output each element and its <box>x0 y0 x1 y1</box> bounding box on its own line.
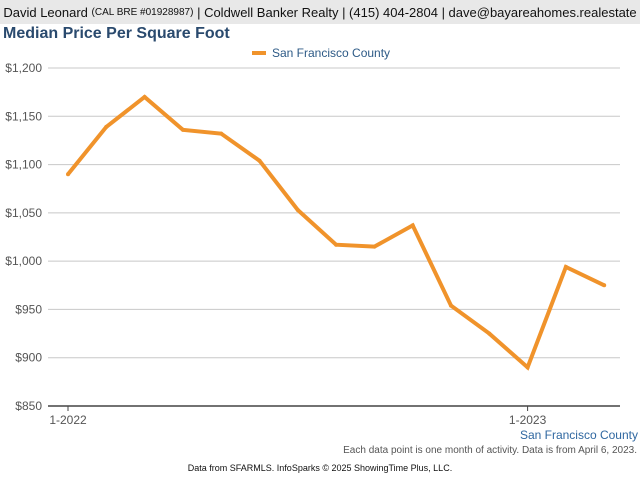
chart-title: Median Price Per Square Foot <box>3 25 230 42</box>
data-credit: Data from SFARMLS. InfoSparks © 2025 Sho… <box>187 463 453 473</box>
data-point <box>525 365 530 370</box>
data-point <box>487 331 492 336</box>
data-point <box>334 242 339 247</box>
y-tick-label: $850 <box>15 399 42 413</box>
agent-contact-bar: David Leonard (CAL BRE #01928987) | Cold… <box>0 0 640 24</box>
x-tick-label: 1-2022 <box>49 413 87 427</box>
data-point <box>180 127 185 132</box>
data-point <box>66 172 70 177</box>
y-tick-label: $900 <box>15 351 42 365</box>
legend-label: San Francisco County <box>272 46 391 60</box>
data-point <box>104 124 109 129</box>
data-note: Each data point is one month of activity… <box>343 445 637 456</box>
legend-swatch <box>252 51 266 55</box>
y-tick-label: $950 <box>15 302 42 316</box>
y-tick-label: $1,000 <box>5 254 42 268</box>
y-tick-label: $1,100 <box>5 158 42 172</box>
y-tick-label: $1,200 <box>5 61 42 75</box>
y-tick-label: $1,150 <box>5 109 42 123</box>
data-point <box>257 158 262 163</box>
agent-license: (CAL BRE #01928987) <box>91 6 194 18</box>
agent-company-contact: | Coldwell Banker Realty | (415) 404-280… <box>197 4 637 20</box>
agent-name: David Leonard <box>3 4 88 20</box>
chart-legend: San Francisco County <box>252 46 390 60</box>
series-line <box>66 94 606 371</box>
data-point <box>295 207 300 212</box>
data-point <box>602 283 607 288</box>
data-point <box>410 223 415 228</box>
data-point <box>372 244 377 249</box>
data-point <box>219 131 224 136</box>
region-label: San Francisco County <box>519 428 638 442</box>
y-tick-label: $1,050 <box>5 206 42 220</box>
x-tick-label: 1-2023 <box>509 413 547 427</box>
data-point <box>563 264 568 269</box>
data-point <box>449 303 453 308</box>
data-point <box>142 94 147 99</box>
